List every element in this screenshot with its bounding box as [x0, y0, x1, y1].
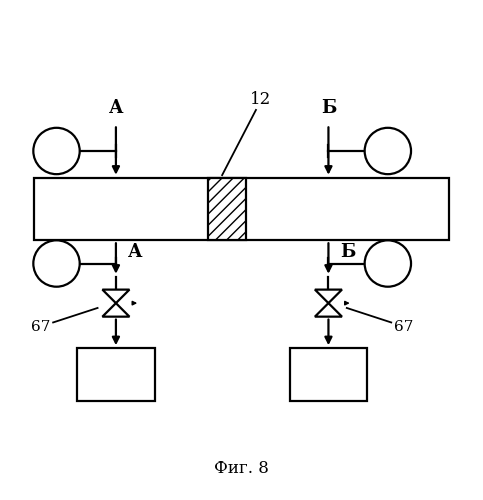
- Bar: [290, 348, 367, 401]
- Bar: [34, 178, 449, 240]
- Polygon shape: [102, 303, 129, 316]
- Text: 67: 67: [31, 320, 51, 334]
- Polygon shape: [315, 290, 342, 303]
- Text: Б: Б: [341, 243, 356, 261]
- Text: Б: Б: [321, 99, 336, 117]
- Polygon shape: [102, 290, 129, 303]
- Text: 68: 68: [317, 366, 340, 384]
- Text: Фиг. 8: Фиг. 8: [214, 460, 269, 477]
- Circle shape: [365, 240, 411, 286]
- Bar: [208, 178, 246, 240]
- Circle shape: [33, 128, 80, 174]
- Text: 68: 68: [104, 366, 128, 384]
- Circle shape: [33, 240, 80, 286]
- Text: А: А: [128, 243, 142, 261]
- Text: 12: 12: [250, 90, 271, 108]
- Circle shape: [365, 128, 411, 174]
- Text: А: А: [109, 99, 123, 117]
- Bar: [77, 348, 155, 401]
- Polygon shape: [315, 303, 342, 316]
- Text: 67: 67: [394, 320, 413, 334]
